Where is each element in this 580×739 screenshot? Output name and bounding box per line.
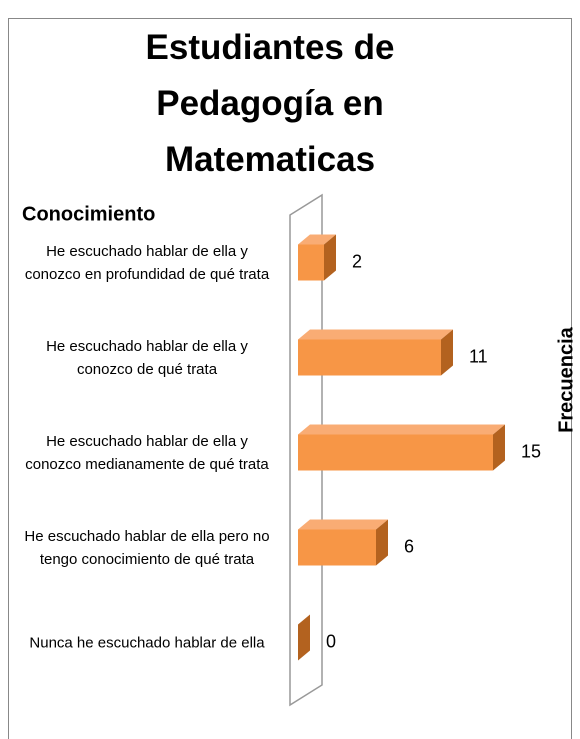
x-axis-title: Frecuencia (555, 326, 577, 432)
category-label: Nunca he escuchado hablar de ella (29, 634, 265, 651)
category-label: He escuchado hablar de ella y conozco de… (46, 337, 248, 378)
bar (298, 244, 324, 281)
bar (298, 339, 441, 376)
category-label: He escuchado hablar de ella y conozco en… (24, 242, 270, 283)
chart-border (8, 18, 572, 739)
bar (298, 529, 376, 566)
bar-side (324, 234, 336, 281)
bar-top (298, 234, 336, 245)
bar-side (493, 424, 505, 471)
y-axis-title: Conocimiento (22, 203, 155, 225)
bar-top (298, 329, 453, 340)
category-label: He escuchado hablar de ella y conozco me… (25, 432, 269, 473)
bar-top (298, 519, 388, 530)
value-label: 15 (521, 441, 541, 461)
value-label: 6 (404, 536, 414, 556)
bar-side (298, 614, 310, 661)
category-label: He escuchado hablar de ella pero no teng… (24, 527, 270, 568)
value-label: 0 (326, 631, 336, 651)
bar (298, 434, 493, 471)
bar-top (298, 424, 505, 435)
bar-side (376, 519, 388, 566)
value-label: 11 (469, 346, 488, 366)
value-label: 2 (352, 251, 362, 271)
chart-title: Estudiantes de Pedagogía en Matematicas (145, 28, 395, 179)
bar-side (441, 329, 453, 376)
